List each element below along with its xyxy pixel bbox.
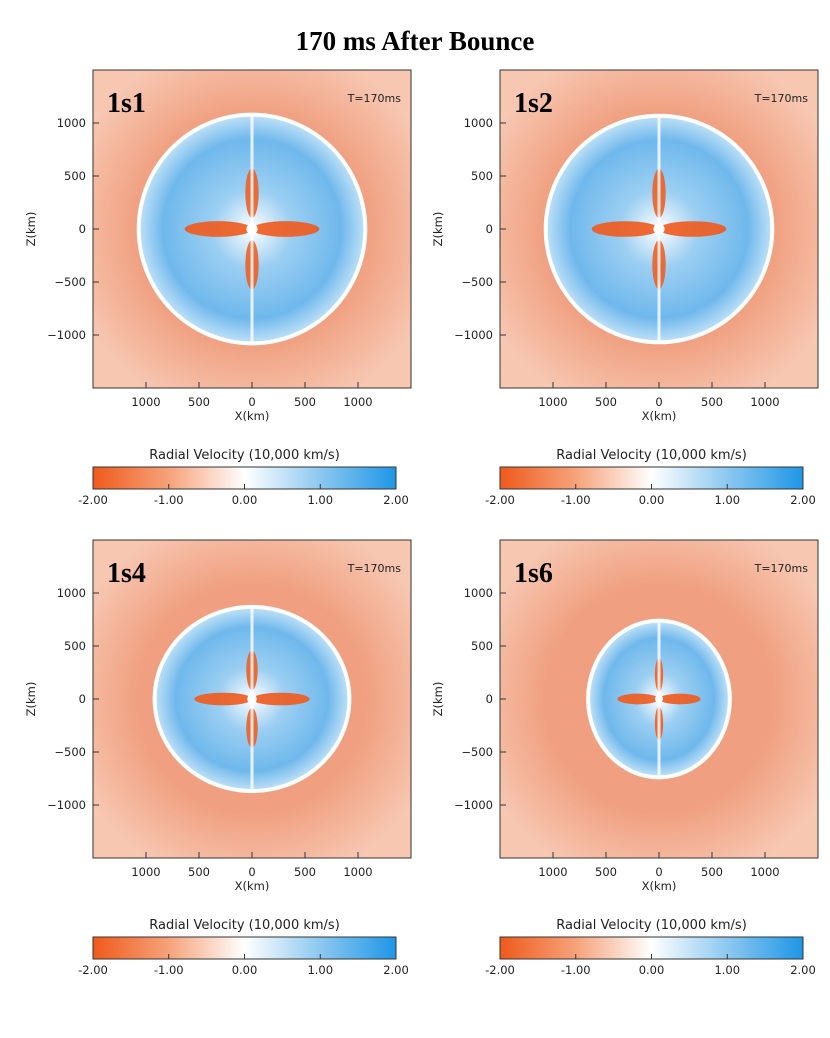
x-axis-label: X(km) [235, 879, 270, 893]
colorbar-tick-label: 2.00 [383, 963, 409, 977]
y-axis-label: Z(km) [431, 682, 445, 717]
colorbar-tick-label: 2.00 [790, 493, 816, 507]
heatmap-field [93, 540, 411, 858]
equatorial-downflow-left [617, 693, 660, 705]
colorbar-tick-label: 1.00 [714, 493, 740, 507]
y-tick-label: 500 [64, 169, 86, 183]
colorbar-tick-label: 2.00 [790, 963, 816, 977]
x-tick-label: 500 [701, 865, 723, 879]
y-tick-label: −500 [54, 745, 86, 759]
y-tick-label: −500 [54, 275, 86, 289]
x-tick-label: 500 [595, 395, 617, 409]
colorbar-tick-label: -2.00 [78, 963, 108, 977]
panel-1s6: 1s6 T=170ms 1000 500 0 500 1000 X(km) 1000 500 0 −5… [431, 539, 819, 977]
y-tick-label: 0 [79, 692, 86, 706]
equatorial-downflow-left [194, 692, 252, 706]
colorbar-tick-label: -1.00 [561, 493, 591, 507]
y-tick-label: −1000 [454, 798, 493, 812]
colorbar-tick-label: 1.00 [714, 963, 740, 977]
panel-1s1: 1s1 T=170ms 1000 500 0 500 1000 X(km) 1000 500 0 −5… [24, 69, 412, 507]
y-tick-label: 500 [471, 639, 493, 653]
y-tick-label: 0 [486, 692, 493, 706]
y-tick-label: 500 [64, 639, 86, 653]
time-label: T=170ms [347, 562, 402, 575]
y-axis-label: Z(km) [24, 212, 38, 247]
equatorial-downflow-left [184, 221, 253, 237]
y-tick-label: 1000 [57, 116, 86, 130]
x-tick-label: 1000 [131, 395, 160, 409]
x-tick-label: 0 [248, 395, 255, 409]
x-tick-label: 500 [294, 865, 316, 879]
colorbar-tick-label: -2.00 [78, 493, 108, 507]
y-tick-label: 0 [79, 222, 86, 236]
x-tick-label: 1000 [750, 395, 779, 409]
y-tick-label: 1000 [464, 586, 493, 600]
x-tick-label: 500 [188, 395, 210, 409]
y-tick-label: 0 [486, 222, 493, 236]
y-tick-label: −1000 [47, 328, 86, 342]
colorbar-tick-label: 2.00 [383, 493, 409, 507]
x-tick-label: 500 [701, 395, 723, 409]
x-tick-label: 0 [655, 865, 662, 879]
colorbar-tick-label: 1.00 [307, 963, 333, 977]
y-tick-label: 500 [471, 169, 493, 183]
x-axis-label: X(km) [235, 409, 270, 423]
colorbar-tick-label: -1.00 [561, 963, 591, 977]
figure-title: 170 ms After Bounce [295, 26, 535, 56]
panel-label: 1s2 [514, 88, 553, 119]
y-tick-label: 1000 [464, 116, 493, 130]
x-tick-label: 1000 [750, 865, 779, 879]
colorbar-tick-label: 0.00 [639, 963, 665, 977]
x-tick-label: 500 [294, 395, 316, 409]
colorbar-label: Radial Velocity (10,000 km/s) [149, 448, 340, 463]
x-tick-label: 1000 [538, 395, 567, 409]
colorbar-tick-label: -2.00 [485, 963, 515, 977]
colorbar-label: Radial Velocity (10,000 km/s) [149, 918, 340, 933]
colorbar-tick-label: 0.00 [232, 963, 258, 977]
y-axis-label: Z(km) [24, 682, 38, 717]
time-label: T=170ms [754, 92, 809, 105]
panel-label: 1s6 [514, 558, 553, 589]
heatmap-field [500, 70, 818, 388]
colorbar-label: Radial Velocity (10,000 km/s) [556, 918, 747, 933]
y-tick-label: −500 [461, 745, 493, 759]
panel-label: 1s1 [107, 88, 146, 119]
x-tick-label: 1000 [131, 865, 160, 879]
colorbar-tick-label: 1.00 [307, 493, 333, 507]
time-label: T=170ms [347, 92, 402, 105]
panel-1s2: 1s2 T=170ms 1000 500 0 500 1000 X(km) 1000 500 0 −5… [431, 69, 819, 507]
equatorial-downflow-right [659, 221, 727, 237]
y-tick-label: −500 [461, 275, 493, 289]
panel-1s4: 1s4 T=170ms 1000 500 0 500 1000 X(km) 1000 500 0 −5… [24, 539, 412, 977]
y-axis-label: Z(km) [431, 212, 445, 247]
x-axis-label: X(km) [642, 879, 677, 893]
colorbar-tick-label: -2.00 [485, 493, 515, 507]
equatorial-downflow-right [252, 221, 320, 237]
colorbar-label: Radial Velocity (10,000 km/s) [556, 448, 747, 463]
x-tick-label: 0 [655, 395, 662, 409]
colorbar-tick-label: 0.00 [232, 493, 258, 507]
x-tick-label: 0 [248, 865, 255, 879]
heatmap-field [93, 70, 411, 388]
colorbar-tick-label: -1.00 [154, 493, 184, 507]
y-tick-label: −1000 [47, 798, 86, 812]
equatorial-downflow-right [659, 693, 701, 705]
panel-label: 1s4 [107, 558, 146, 589]
colorbar-tick-label: 0.00 [639, 493, 665, 507]
y-tick-label: 1000 [57, 586, 86, 600]
x-tick-label: 1000 [343, 865, 372, 879]
heatmap-field [500, 540, 818, 858]
x-axis-label: X(km) [642, 409, 677, 423]
equatorial-downflow-right [251, 692, 310, 706]
colorbar-tick-label: -1.00 [154, 963, 184, 977]
y-tick-label: −1000 [454, 328, 493, 342]
time-label: T=170ms [754, 562, 809, 575]
equatorial-downflow-left [591, 221, 659, 237]
x-tick-label: 500 [188, 865, 210, 879]
x-tick-label: 1000 [343, 395, 372, 409]
x-tick-label: 1000 [538, 865, 567, 879]
x-tick-label: 500 [595, 865, 617, 879]
